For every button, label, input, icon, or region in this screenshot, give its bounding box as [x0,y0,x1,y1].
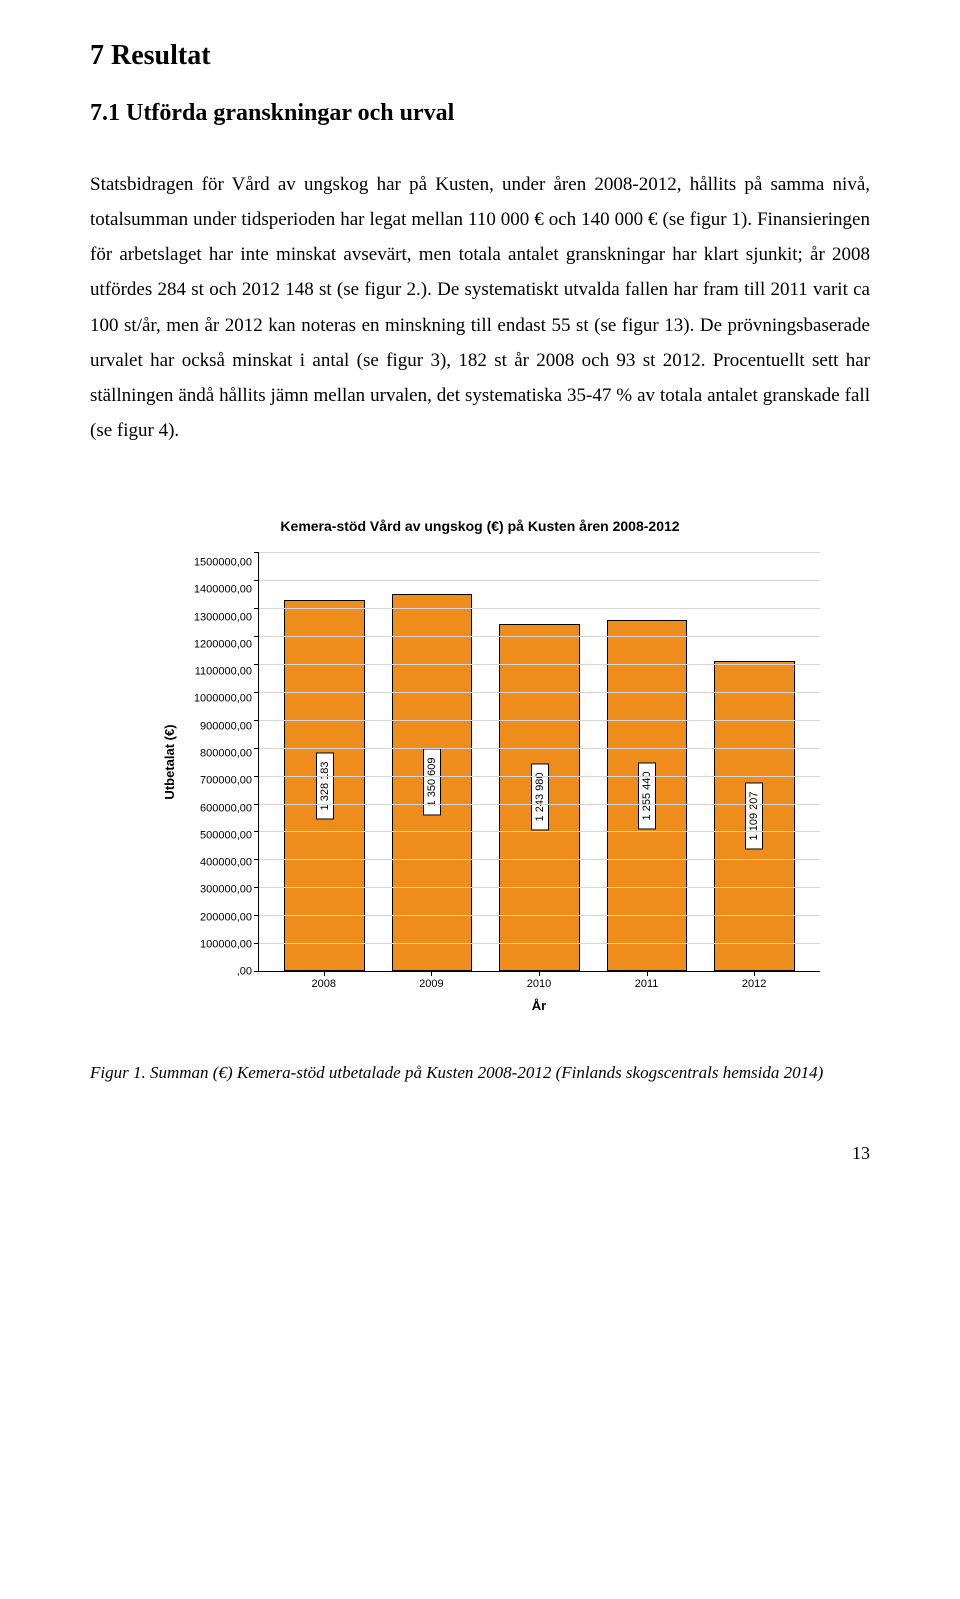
y-tick-mark [254,915,259,916]
y-tick-mark [254,776,259,777]
grid-line [259,804,820,805]
grid-line [259,859,820,860]
y-tick-mark [254,608,259,609]
x-tick-label: 2010 [485,972,593,990]
bar-value-label: 1 109 207 [745,783,763,850]
body-paragraph: Statsbidragen för Vård av ungskog har på… [90,167,870,448]
x-tick-label: 2009 [378,972,486,990]
y-tick-mark [254,720,259,721]
y-tick-label: 1100000,00 [195,667,252,678]
figure-caption: Figur 1. Summan (€) Kemera-stöd utbetala… [90,1063,870,1083]
bar-slot: 1 350 609 [378,552,485,971]
grid-line [259,943,820,944]
y-axis-label: Utbetalat (€) [162,725,177,800]
y-tick-mark [254,580,259,581]
grid-line [259,552,820,553]
x-axis-label: År [258,998,820,1013]
x-tick-label: 2012 [700,972,808,990]
grid-line [259,720,820,721]
page-number: 13 [90,1143,870,1164]
x-axis-ticks: 20082009201020112012 [258,972,820,990]
y-tick-mark [254,831,259,832]
chart-plot-area: 1 328 183 1 350 609 1 243 980 1 255 440 1 10… [258,552,820,972]
grid-line [259,748,820,749]
grid-line [259,692,820,693]
y-tick-mark [254,552,259,553]
grid-line [259,580,820,581]
bar-value-label: 1 243 980 [531,764,549,831]
x-tick-label: 2011 [593,972,701,990]
grid-line [259,831,820,832]
y-tick-mark [254,692,259,693]
y-tick-label: 600000,00 [200,803,252,814]
figure-caption-label: Figur 1. [90,1063,146,1082]
bar-slot: 1 109 207 [701,552,808,971]
bar-slot: 1 328 183 [271,552,378,971]
bar-value-label: 1 255 440 [638,762,656,829]
subsection-heading: 7.1 Utförda granskningar och urval [90,100,870,127]
y-tick-mark [254,943,259,944]
y-tick-label: 500000,00 [200,830,252,841]
y-tick-label: 700000,00 [200,776,252,787]
bar-slot: 1 243 980 [486,552,593,971]
grid-line [259,887,820,888]
y-tick-mark [254,971,259,972]
chart-bars: 1 328 183 1 350 609 1 243 980 1 255 440 1 10… [259,552,820,971]
section-heading: 7 Resultat [90,40,870,72]
y-tick-label: 1500000,00 [194,558,252,569]
y-axis-ticks: 1500000,00 1400000,00 1300000,00 1200000,00… [170,552,258,972]
y-tick-mark [254,887,259,888]
figure-caption-text: Summan (€) Kemera-stöd utbetalade på Kus… [146,1063,824,1082]
grid-line [259,608,820,609]
bar-chart: Kemera-stöd Vård av ungskog (€) på Kuste… [140,518,820,1013]
y-tick-mark [254,804,259,805]
y-tick-mark [254,748,259,749]
y-tick-label: 1400000,00 [194,585,252,596]
bar: 1 243 980 [499,624,580,971]
y-tick-label: 1200000,00 [194,639,252,650]
x-tick-label: 2008 [270,972,378,990]
y-tick-label: 800000,00 [200,748,252,759]
y-tick-mark [254,636,259,637]
y-tick-label: 1000000,00 [194,694,252,705]
y-tick-label: 300000,00 [200,885,252,896]
y-tick-mark [254,859,259,860]
y-tick-label: 400000,00 [200,858,252,869]
y-tick-mark [254,664,259,665]
y-tick-label: 100000,00 [200,939,252,950]
grid-line [259,636,820,637]
bar: 1 109 207 [714,661,795,971]
chart-title: Kemera-stöd Vård av ungskog (€) på Kuste… [140,518,820,534]
grid-line [259,776,820,777]
bar-slot: 1 255 440 [593,552,700,971]
bar-value-label: 1 328 183 [316,752,334,819]
y-tick-label: 900000,00 [200,721,252,732]
grid-line [259,915,820,916]
bar-value-label: 1 350 609 [423,749,441,816]
y-tick-label: ,00 [237,967,252,978]
grid-line [259,664,820,665]
y-tick-label: 200000,00 [200,912,252,923]
y-tick-label: 1300000,00 [194,612,252,623]
bar: 1 255 440 [607,620,688,971]
